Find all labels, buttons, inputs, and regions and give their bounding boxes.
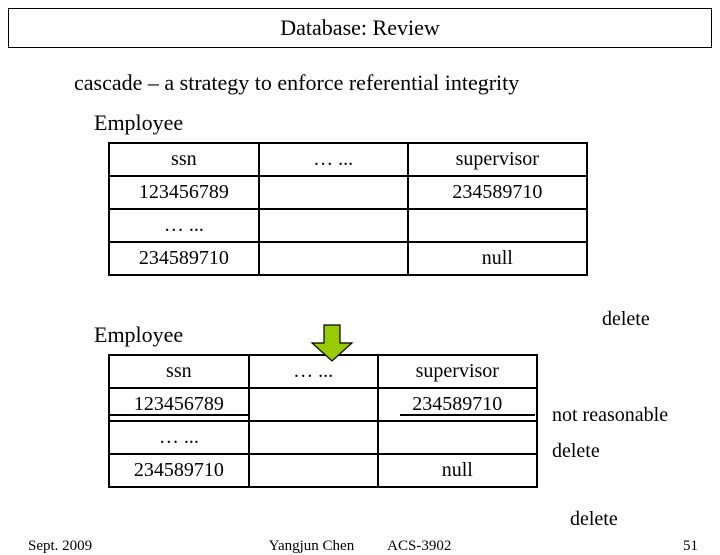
employee-table-2: ssn … ... supervisor 123456789 234589710… <box>108 354 538 488</box>
cell: … ... <box>109 209 259 242</box>
table-row: 234589710 null <box>109 454 537 487</box>
delete-annotation-bottom: delete <box>570 508 618 531</box>
col-header: supervisor <box>408 143 587 176</box>
down-arrow-icon <box>310 323 354 368</box>
cell: 234589710 <box>408 176 587 209</box>
employee-table-1: ssn … ... supervisor 123456789 234589710… <box>108 142 588 276</box>
cell <box>249 388 378 421</box>
cell: 123456789 <box>109 176 259 209</box>
delete-annotation-top: delete <box>602 308 650 331</box>
cell: null <box>378 454 537 487</box>
cell: 234589710 <box>109 242 259 275</box>
cell <box>408 209 587 242</box>
cell: 123456789 <box>109 388 249 421</box>
table-row: ssn … ... supervisor <box>109 143 587 176</box>
subtitle: cascade – a strategy to enforce referent… <box>74 70 720 96</box>
col-header: supervisor <box>378 355 537 388</box>
table-row: 123456789 234589710 <box>109 176 587 209</box>
footer-center: Yangjun Chen ACS-3902 <box>0 538 720 555</box>
footer-page-number: 51 <box>683 538 698 555</box>
arrow-shape <box>312 325 352 361</box>
page-title: Database: Review <box>280 15 439 40</box>
col-header: … ... <box>259 143 408 176</box>
cell <box>249 454 378 487</box>
footer-course: ACS-3902 <box>387 538 451 554</box>
col-header: ssn <box>109 143 259 176</box>
cell: … ... <box>109 421 249 454</box>
cell <box>259 209 408 242</box>
cell <box>259 242 408 275</box>
table-row: … ... <box>109 209 587 242</box>
table-row: … ... <box>109 421 537 454</box>
cell <box>249 421 378 454</box>
delete-annotation-mid: delete <box>552 440 600 463</box>
cell <box>259 176 408 209</box>
col-header: ssn <box>109 355 249 388</box>
cell <box>378 421 537 454</box>
not-reasonable-annotation: not reasonable <box>552 404 668 427</box>
strikethrough-line <box>110 414 250 416</box>
cell: null <box>408 242 587 275</box>
cell: 234589710 <box>378 388 537 421</box>
strikethrough-line <box>400 414 535 416</box>
table-row: 123456789 234589710 <box>109 388 537 421</box>
footer-author: Yangjun Chen <box>269 538 355 554</box>
table-row: 234589710 null <box>109 242 587 275</box>
table1-label: Employee <box>94 110 720 136</box>
title-bar: Database: Review <box>8 8 712 48</box>
cell: 234589710 <box>109 454 249 487</box>
